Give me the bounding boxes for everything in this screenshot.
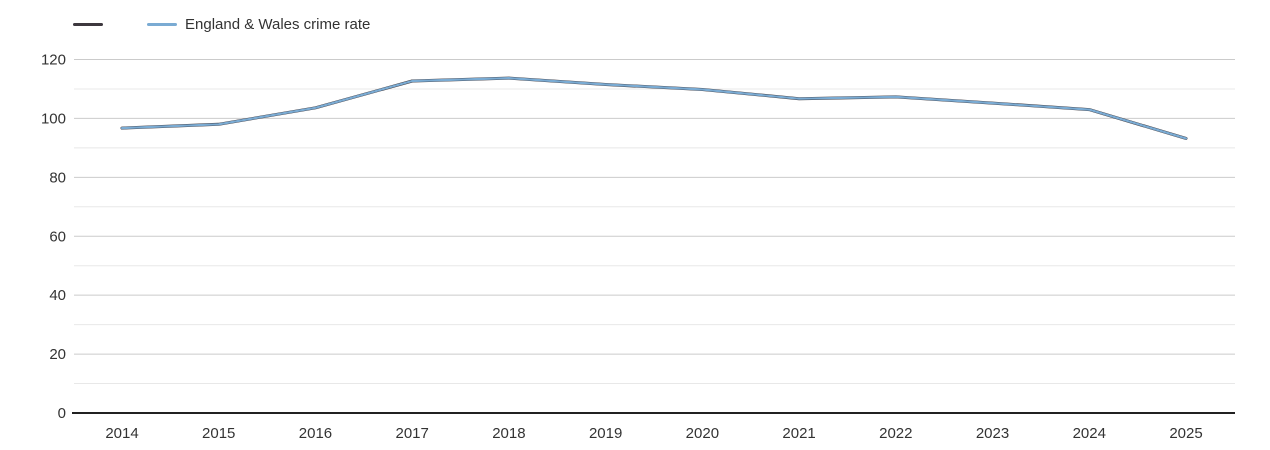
- x-axis-tick-label: 2025: [1169, 425, 1202, 442]
- chart-legend: England & Wales crime rate: [73, 16, 370, 33]
- x-axis-tick-label: 2016: [299, 425, 332, 442]
- y-axis-tick-label: 80: [49, 169, 66, 186]
- england-wales-crime-rate-line: [120, 76, 1188, 140]
- legend-item-location[interactable]: [73, 23, 111, 26]
- x-axis-tick-label: 2020: [686, 425, 719, 442]
- x-axis-tick-label: 2014: [105, 425, 138, 442]
- y-axis-tick-label: 40: [49, 287, 66, 304]
- y-axis-tick-label: 120: [41, 52, 66, 69]
- x-axis-tick-label: 2024: [1073, 425, 1106, 442]
- x-axis-tick-label: 2023: [976, 425, 1009, 442]
- y-axis-tick-label: 0: [58, 405, 66, 422]
- legend-label-england-wales: England & Wales crime rate: [185, 16, 371, 33]
- x-axis-tick-label: 2018: [492, 425, 525, 442]
- x-axis-tick-label: 2017: [395, 425, 428, 442]
- x-axis-tick-label: 2019: [589, 425, 622, 442]
- legend-item-england-wales[interactable]: England & Wales crime rate: [147, 16, 370, 33]
- x-axis-tick-label: 2021: [782, 425, 815, 442]
- x-axis-tick-label: 2015: [202, 425, 235, 442]
- y-axis-tick-label: 100: [41, 110, 66, 127]
- y-axis-tick-label: 20: [49, 346, 66, 363]
- x-axis-tick-label: 2022: [879, 425, 912, 442]
- y-axis-tick-label: 60: [49, 228, 66, 245]
- england-wales-line-swatch-icon: [147, 23, 177, 26]
- location-line-swatch-icon: [73, 23, 103, 26]
